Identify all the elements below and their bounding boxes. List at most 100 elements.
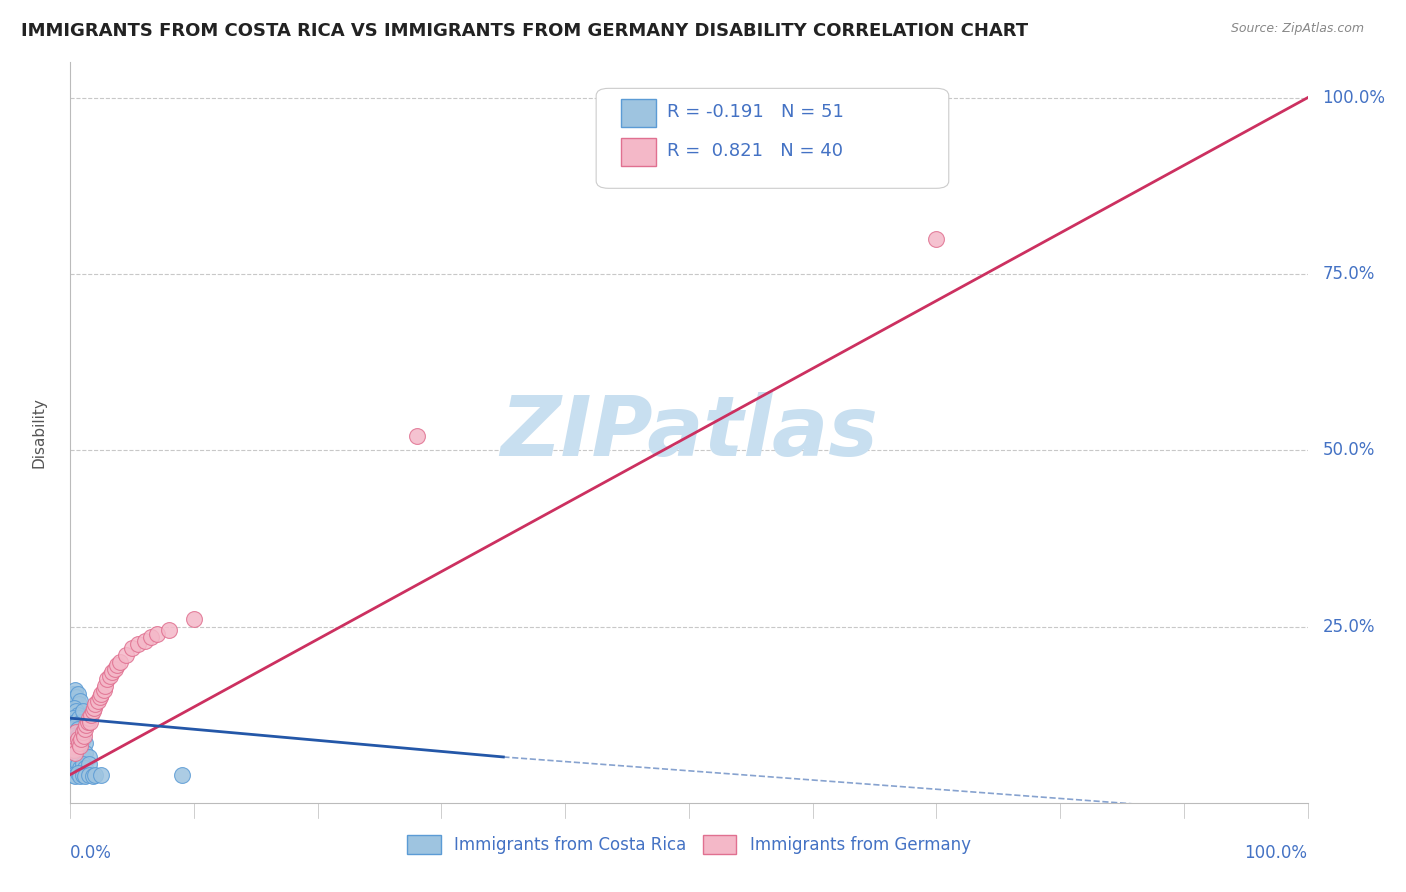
Point (63, 743, 86, 757)
Point (98, 669, 121, 683)
Point (127, 637, 149, 651)
Point (72, 767, 94, 781)
Point (69, 760, 91, 774)
Point (69, 747, 91, 761)
Point (69, 725, 91, 739)
Point (62, 686, 84, 700)
FancyBboxPatch shape (596, 88, 949, 188)
Legend: Immigrants from Costa Rica, Immigrants from Germany: Immigrants from Costa Rica, Immigrants f… (401, 829, 977, 861)
Text: 100.0%: 100.0% (1323, 88, 1385, 107)
Point (77, 757, 100, 772)
Point (69, 739, 91, 754)
Point (101, 665, 124, 680)
Point (82, 704, 104, 718)
Point (75, 736, 97, 750)
Text: Disability: Disability (32, 397, 46, 468)
Point (75, 769, 97, 783)
Point (115, 648, 138, 662)
Point (69, 736, 91, 750)
Point (66, 766, 89, 780)
Point (67, 711, 90, 725)
Point (62, 711, 84, 725)
Point (69, 693, 91, 707)
Text: ZIPatlas: ZIPatlas (501, 392, 877, 473)
Point (65, 769, 87, 783)
Point (63, 693, 86, 707)
Point (72, 757, 94, 772)
Point (70, 732, 93, 747)
Point (65, 725, 87, 739)
Point (62, 739, 84, 754)
Point (170, 767, 193, 781)
Point (96, 673, 118, 687)
FancyBboxPatch shape (621, 99, 655, 127)
Point (84, 767, 107, 781)
Point (66, 757, 89, 772)
Point (75, 722, 97, 736)
Point (65, 747, 87, 761)
Point (77, 750, 100, 764)
Text: 50.0%: 50.0% (1323, 442, 1375, 459)
Text: 100.0%: 100.0% (1244, 844, 1308, 862)
Point (62, 743, 84, 757)
Point (62, 757, 84, 772)
Point (65, 718, 87, 732)
Point (62, 767, 84, 781)
Point (105, 658, 128, 673)
Point (93, 683, 115, 698)
Point (67, 736, 90, 750)
Point (77, 711, 100, 725)
Point (134, 633, 156, 648)
Point (75, 718, 97, 732)
Point (183, 612, 205, 626)
Point (83, 700, 105, 714)
Point (72, 704, 94, 718)
Text: R =  0.821   N = 40: R = 0.821 N = 40 (666, 143, 842, 161)
FancyBboxPatch shape (621, 138, 655, 166)
Point (72, 725, 94, 739)
Point (65, 754, 87, 768)
Point (77, 767, 100, 781)
Point (70, 714, 93, 729)
Point (66, 732, 89, 747)
Point (65, 747, 87, 761)
Point (63, 700, 86, 714)
Text: Source: ZipAtlas.com: Source: ZipAtlas.com (1230, 22, 1364, 36)
Point (157, 623, 180, 637)
Point (75, 747, 97, 761)
Text: 25.0%: 25.0% (1323, 617, 1375, 635)
Text: 0.0%: 0.0% (70, 844, 112, 862)
Point (405, 429, 427, 443)
Point (82, 769, 104, 783)
Point (79, 714, 101, 729)
Point (66, 729, 89, 743)
Point (69, 769, 91, 783)
Point (66, 707, 89, 722)
Point (925, 232, 948, 246)
Point (72, 750, 94, 764)
Point (90, 686, 112, 700)
Point (108, 655, 131, 669)
Point (72, 732, 94, 747)
Point (89, 690, 111, 704)
Point (86, 693, 108, 707)
Point (90, 767, 112, 781)
Point (63, 722, 86, 736)
Point (66, 743, 89, 757)
Point (139, 630, 162, 644)
Text: IMMIGRANTS FROM COSTA RICA VS IMMIGRANTS FROM GERMANY DISABILITY CORRELATION CHA: IMMIGRANTS FROM COSTA RICA VS IMMIGRANTS… (21, 22, 1028, 40)
Point (104, 662, 127, 676)
Point (75, 760, 97, 774)
Point (66, 686, 89, 700)
Point (65, 704, 87, 718)
Point (62, 729, 84, 743)
Point (94, 680, 117, 694)
Point (121, 640, 143, 655)
Point (84, 697, 107, 711)
Point (76, 714, 98, 729)
Point (66, 722, 89, 736)
Point (65, 683, 87, 698)
Text: R = -0.191   N = 51: R = -0.191 N = 51 (666, 103, 844, 121)
Point (80, 707, 103, 722)
Text: 75.0%: 75.0% (1323, 265, 1375, 283)
